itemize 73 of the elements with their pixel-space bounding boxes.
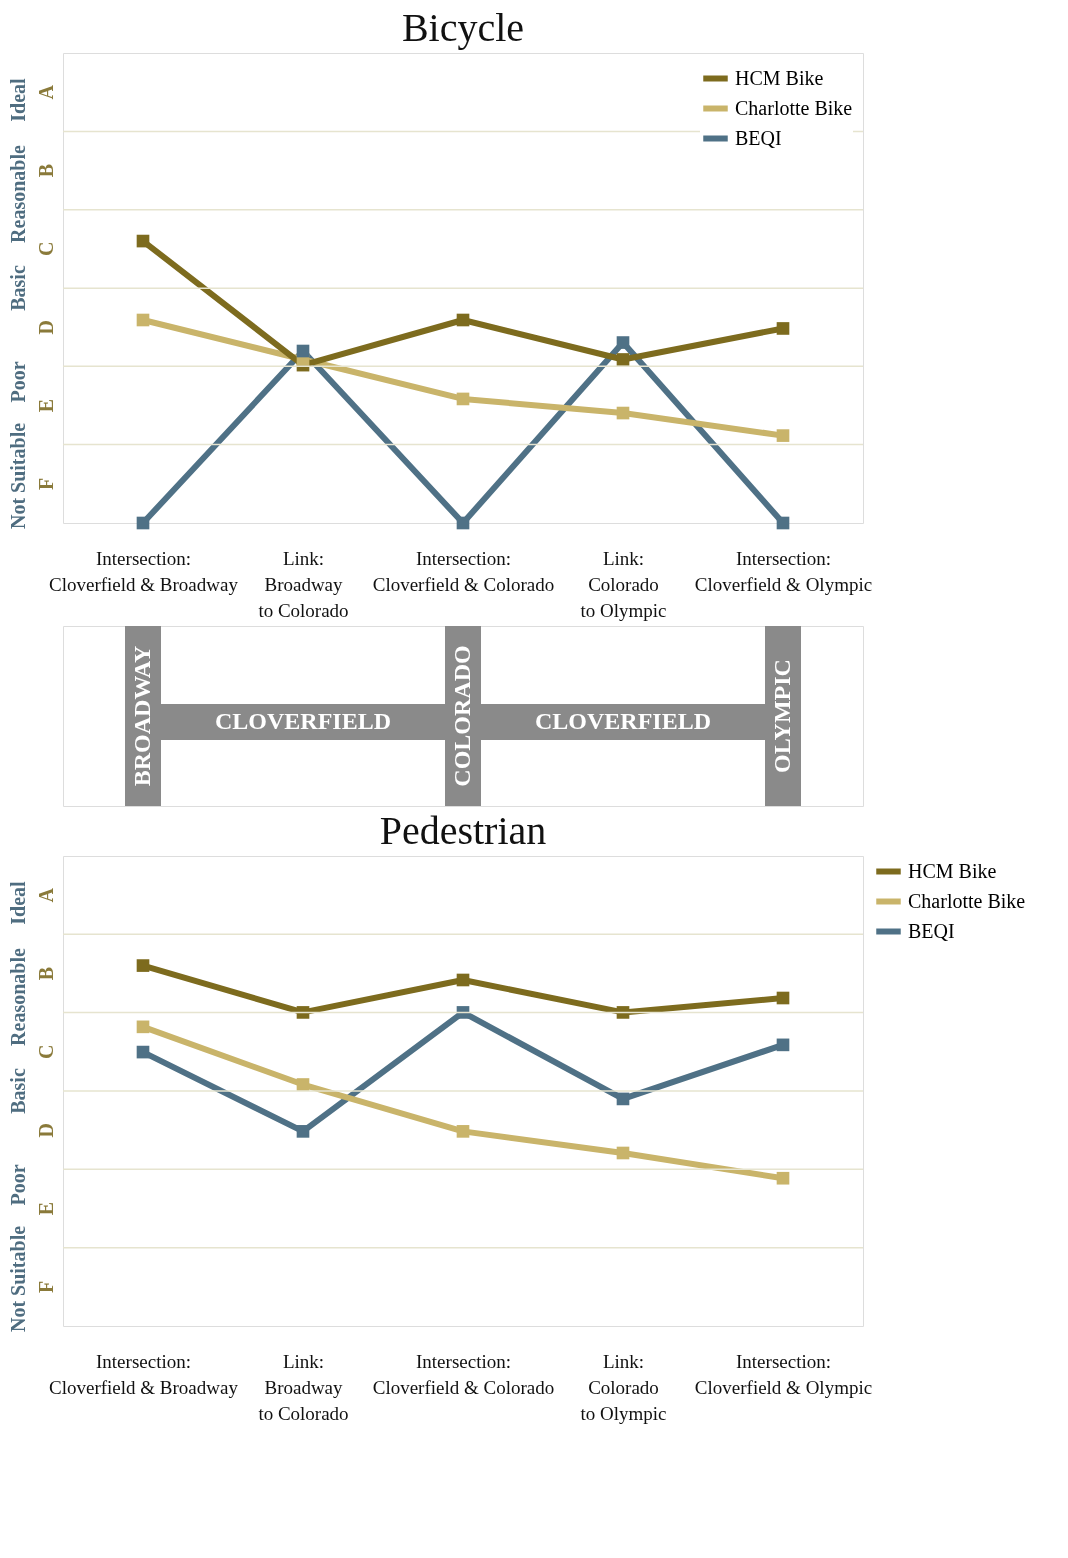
point bbox=[296, 344, 310, 358]
point bbox=[296, 1006, 310, 1019]
point bbox=[776, 1171, 790, 1185]
legend-label: Charlotte Bike bbox=[908, 889, 1026, 912]
x-tick-label: Intersection: Cloverfield & Broadway bbox=[49, 547, 239, 595]
text: B bbox=[35, 966, 57, 981]
text: Basic bbox=[7, 1068, 29, 1114]
point bbox=[136, 1020, 150, 1034]
x-tick-label: Intersection: Cloverfield & Colorado bbox=[372, 1350, 555, 1398]
point bbox=[616, 406, 630, 420]
text: F bbox=[35, 477, 57, 490]
text: Poor bbox=[7, 1164, 29, 1206]
point bbox=[776, 322, 790, 335]
text: COLORADO bbox=[449, 645, 475, 787]
text: D bbox=[35, 319, 57, 335]
text: C bbox=[35, 241, 57, 257]
text: Poor bbox=[7, 361, 29, 403]
point bbox=[136, 313, 150, 327]
point bbox=[456, 313, 470, 327]
text: Not Suitable bbox=[7, 1225, 29, 1333]
legend-label: HCM Bike bbox=[735, 66, 824, 89]
point bbox=[616, 1146, 630, 1160]
text: Basic bbox=[7, 265, 29, 311]
point bbox=[136, 959, 150, 972]
text: A bbox=[35, 84, 57, 100]
point bbox=[456, 392, 470, 406]
point bbox=[616, 1092, 630, 1106]
x-tick-label: Link: Broadway to Colorado bbox=[258, 1350, 349, 1424]
text: CLOVERFIELD bbox=[534, 708, 712, 734]
text: BROADWAY bbox=[129, 645, 155, 787]
point bbox=[616, 336, 630, 349]
point bbox=[136, 1045, 150, 1059]
point bbox=[456, 1006, 470, 1019]
x-tick-label: Link: Colorado to Olympic bbox=[580, 1350, 667, 1424]
text: B bbox=[35, 163, 57, 178]
x-tick-label: Intersection: Cloverfield & Olympic bbox=[694, 547, 873, 595]
text: CLOVERFIELD bbox=[214, 708, 392, 734]
legend-label: BEQI bbox=[908, 919, 955, 942]
point bbox=[776, 1038, 790, 1052]
text: Not Suitable bbox=[7, 422, 29, 530]
text: E bbox=[35, 1201, 57, 1216]
x-tick-label: Intersection: Cloverfield & Colorado bbox=[372, 547, 555, 595]
chart-title: Bicycle bbox=[401, 5, 525, 50]
point bbox=[616, 353, 630, 366]
x-tick-label: Intersection: Cloverfield & Broadway bbox=[49, 1350, 239, 1398]
legend-label: BEQI bbox=[735, 126, 782, 149]
point bbox=[616, 1006, 630, 1019]
point bbox=[776, 429, 790, 442]
legend-label: Charlotte Bike bbox=[735, 96, 853, 119]
text: E bbox=[35, 398, 57, 413]
point bbox=[456, 516, 470, 530]
point bbox=[136, 516, 150, 530]
point bbox=[776, 516, 790, 530]
text: Ideal bbox=[7, 880, 29, 925]
point bbox=[296, 1125, 310, 1138]
point bbox=[296, 1078, 310, 1091]
text: D bbox=[35, 1122, 57, 1138]
point bbox=[136, 234, 150, 248]
point bbox=[776, 991, 790, 1005]
text: Ideal bbox=[7, 77, 29, 122]
point bbox=[456, 973, 470, 987]
text: Reasonable bbox=[7, 144, 29, 243]
x-tick-label: Link: Colorado to Olympic bbox=[580, 547, 667, 621]
text: OLYMPIC bbox=[769, 659, 795, 773]
text: Reasonable bbox=[7, 947, 29, 1046]
legend-label: HCM Bike bbox=[908, 859, 997, 882]
text: A bbox=[35, 887, 57, 903]
text: C bbox=[35, 1044, 57, 1060]
chart-title: Pedestrian bbox=[379, 808, 547, 853]
text: F bbox=[35, 1280, 57, 1293]
x-tick-label: Link: Broadway to Colorado bbox=[258, 547, 349, 621]
point bbox=[456, 1125, 470, 1138]
x-tick-label: Intersection: Cloverfield & Olympic bbox=[694, 1350, 873, 1398]
